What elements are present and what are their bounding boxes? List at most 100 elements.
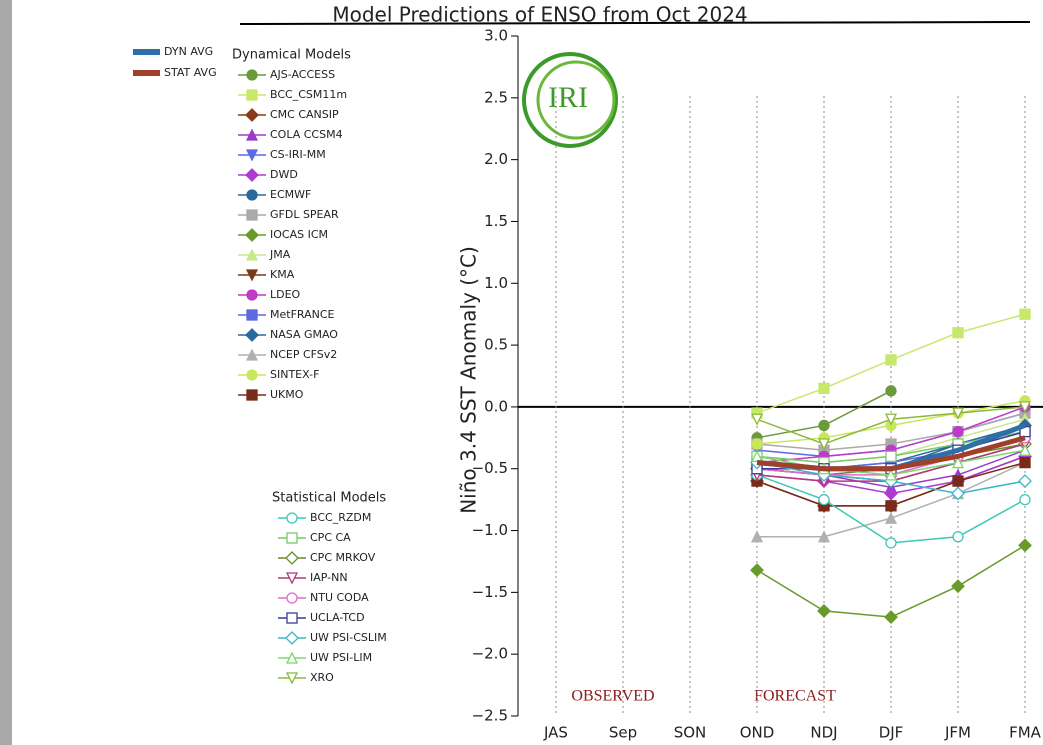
logo-ring [536, 60, 616, 140]
marker [884, 511, 898, 524]
y-tick-label: 2.0 [484, 150, 508, 168]
marker [884, 413, 898, 426]
logo-ring [522, 52, 618, 148]
legend-marker [285, 572, 299, 585]
marker [1018, 443, 1032, 456]
legend-marker [245, 108, 259, 122]
legend-marker [285, 551, 299, 565]
x-tick-label: FMA [1009, 724, 1042, 742]
legend-label: NCEP CFSv2 [270, 348, 337, 361]
legend-marker [245, 228, 259, 242]
marker [1019, 493, 1031, 506]
marker [952, 425, 964, 438]
legend-marker [286, 532, 298, 544]
y-tick-label: −0.5 [472, 459, 508, 477]
legend-label: CPC CA [310, 531, 351, 544]
marker [885, 500, 897, 512]
marker [818, 493, 830, 506]
legend-marker [285, 651, 299, 664]
annotation: OBSERVED [571, 688, 654, 705]
x-tick-label: JAS [543, 724, 568, 742]
title-rule [239, 21, 1031, 25]
legend-marker [246, 289, 258, 301]
legend-label: SINTEX-F [270, 368, 319, 381]
legend-marker [245, 128, 259, 141]
marker [885, 385, 897, 397]
marker [951, 579, 965, 594]
legend-label: NASA GMAO [270, 328, 338, 341]
legend-label: KMA [270, 268, 295, 281]
y-tick-label: 1.5 [484, 212, 508, 230]
legend-label: MetFRANCE [270, 308, 335, 321]
legend-label: LDEO [270, 288, 301, 301]
marker [951, 486, 965, 501]
legend-label: STAT AVG [164, 66, 217, 79]
legend-label: BCC_RZDM [310, 511, 371, 524]
marker [951, 407, 965, 420]
marker [884, 610, 898, 625]
x-tick-label: SON [674, 724, 707, 742]
legend-marker [246, 209, 258, 221]
legend-marker [245, 328, 259, 342]
marker [750, 563, 764, 578]
marker [1018, 474, 1032, 489]
legend-label: JMA [269, 248, 291, 261]
legend-marker [246, 69, 258, 81]
marker [885, 354, 897, 366]
marker [884, 486, 898, 501]
legend-label: GFDL SPEAR [270, 208, 339, 221]
legend-marker [285, 672, 299, 685]
legend-label: IAP-NN [310, 571, 348, 584]
marker [952, 475, 964, 487]
marker [818, 419, 830, 432]
marker [1018, 401, 1032, 414]
x-tick-label: OND [740, 724, 775, 742]
legend-label: IOCAS ICM [270, 228, 328, 241]
marker [818, 382, 830, 395]
legend-marker [245, 149, 259, 162]
logo-text: IRI [548, 81, 588, 114]
y-tick-label: −1.5 [472, 583, 508, 601]
y-tick-label: −1.0 [472, 521, 508, 539]
legend-marker [286, 592, 298, 604]
legend-marker [286, 612, 298, 624]
marker [952, 531, 964, 543]
marker [817, 438, 831, 451]
legend-label: UCLA-TCD [310, 611, 365, 624]
legend-label: COLA CCSM4 [270, 128, 343, 141]
legend-label: DYN AVG [164, 45, 213, 58]
y-tick-label: 0.0 [484, 397, 508, 415]
marker [817, 530, 831, 543]
y-tick-label: 1.0 [484, 274, 508, 292]
legend-marker [246, 189, 258, 201]
y-tick-label: 3.0 [484, 27, 508, 45]
marker [751, 438, 763, 450]
x-tick-label: JFM [944, 724, 971, 742]
annotation: FORECAST [754, 688, 836, 705]
legend-label: ECMWF [270, 188, 311, 201]
marker [750, 530, 764, 543]
legend-label: XRO [310, 671, 334, 684]
legend-box [228, 45, 358, 409]
legend-label: CMC CANSIP [270, 108, 339, 121]
legend-marker [246, 389, 258, 401]
marker [750, 413, 764, 426]
x-tick-label: NDJ [810, 724, 837, 742]
marker [885, 537, 897, 549]
legend-label: UW PSI-LIM [310, 651, 372, 664]
legend-marker [285, 631, 299, 645]
legend-label: UW PSI-CSLIM [310, 631, 387, 644]
x-tick-label: Sep [609, 724, 637, 742]
x-tick-label: DJF [879, 724, 904, 742]
legend-label: DWD [270, 168, 298, 181]
y-axis-label: Niño 3.4 SST Anomaly (°C) [457, 246, 481, 514]
marker [750, 449, 764, 463]
legend-marker [245, 348, 259, 361]
legend-label: CPC MRKOV [310, 551, 376, 564]
y-tick-label: −2.0 [472, 645, 508, 663]
marker [951, 456, 965, 469]
legend-marker [245, 269, 259, 282]
y-tick-label: 0.5 [484, 336, 508, 354]
marker [1019, 456, 1031, 469]
